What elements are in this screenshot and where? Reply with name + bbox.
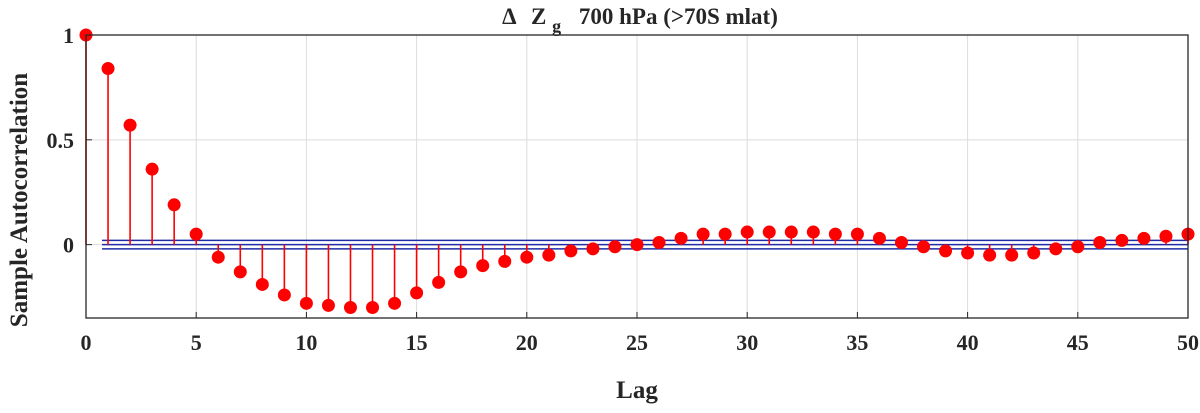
stem-marker bbox=[498, 254, 512, 268]
stem-marker bbox=[1093, 236, 1107, 250]
chart-title: Δ Z g 700 hPa (>70S mlat) bbox=[502, 4, 778, 37]
title-subscript: g bbox=[552, 16, 561, 36]
stem-marker bbox=[630, 238, 644, 252]
stem-marker bbox=[784, 225, 798, 239]
stem-marker bbox=[410, 286, 424, 300]
stem-marker bbox=[233, 265, 247, 279]
y-tick-label: 1 bbox=[63, 23, 74, 48]
title-variable: Z bbox=[531, 4, 546, 29]
x-tick-label: 35 bbox=[846, 330, 868, 355]
x-tick-label: 0 bbox=[81, 330, 92, 355]
stem-marker bbox=[586, 242, 600, 256]
stem-marker bbox=[520, 250, 534, 264]
stem-marker bbox=[299, 296, 313, 310]
y-tick-label: 0.5 bbox=[47, 128, 75, 153]
stem-marker bbox=[476, 259, 490, 273]
x-ticks: 0 5 10 15 20 25 30 35 40 45 50 bbox=[81, 312, 1199, 355]
stem-marker bbox=[343, 301, 357, 315]
stem-marker bbox=[1137, 231, 1151, 245]
y-ticks: 00.51 bbox=[47, 23, 92, 258]
stem-marker bbox=[123, 118, 137, 132]
stem-marker bbox=[961, 246, 975, 260]
title-rest: 700 hPa (>70S mlat) bbox=[579, 4, 778, 29]
stem-marker bbox=[608, 240, 622, 254]
stem-marker bbox=[740, 225, 754, 239]
stem-marker bbox=[564, 244, 578, 258]
y-axis-label: Sample Autocorrelation bbox=[6, 73, 33, 327]
stem-marker bbox=[432, 275, 446, 289]
stem-marker bbox=[718, 227, 732, 241]
x-tick-label: 10 bbox=[295, 330, 317, 355]
stem-marker bbox=[828, 227, 842, 241]
x-tick-label: 50 bbox=[1177, 330, 1199, 355]
x-tick-label: 15 bbox=[406, 330, 428, 355]
stem-marker bbox=[917, 240, 931, 254]
stem-marker bbox=[1071, 240, 1085, 254]
stem-marker bbox=[762, 225, 776, 239]
x-tick-label: 40 bbox=[957, 330, 979, 355]
x-tick-label: 45 bbox=[1067, 330, 1089, 355]
confidence-bounds bbox=[102, 239, 1188, 250]
markers bbox=[79, 28, 1195, 315]
stem-marker bbox=[872, 231, 886, 245]
stem-marker bbox=[983, 248, 997, 262]
stem-marker bbox=[652, 236, 666, 250]
stem-marker bbox=[850, 227, 864, 241]
stem-marker bbox=[1027, 246, 1041, 260]
stem-marker bbox=[1159, 229, 1173, 243]
stem-marker bbox=[1115, 233, 1129, 247]
grid bbox=[85, 34, 1189, 318]
stem-marker bbox=[167, 198, 181, 212]
stem-marker bbox=[1049, 242, 1063, 256]
stem-marker bbox=[211, 250, 225, 264]
stem-marker bbox=[806, 225, 820, 239]
stem-marker bbox=[939, 244, 953, 258]
stem-marker bbox=[101, 62, 115, 76]
x-tick-label: 20 bbox=[516, 330, 538, 355]
x-axis-label: Lag bbox=[616, 377, 658, 404]
stem-marker bbox=[388, 296, 402, 310]
x-tick-label: 5 bbox=[191, 330, 202, 355]
x-tick-label: 25 bbox=[626, 330, 648, 355]
stem-marker bbox=[542, 248, 556, 262]
stem-marker bbox=[189, 227, 203, 241]
title-symbol: Δ bbox=[502, 4, 517, 29]
stem-marker bbox=[145, 162, 159, 176]
stem-marker bbox=[894, 236, 908, 250]
stem-marker bbox=[696, 227, 710, 241]
stem-marker bbox=[321, 298, 335, 312]
stem-marker bbox=[674, 231, 688, 245]
y-tick-label: 0 bbox=[63, 233, 74, 258]
x-tick-label: 30 bbox=[736, 330, 758, 355]
stem-marker bbox=[366, 301, 380, 315]
stem-marker bbox=[255, 277, 269, 291]
stem-marker bbox=[1005, 248, 1019, 262]
stem-marker bbox=[277, 288, 291, 302]
stem-marker bbox=[454, 265, 468, 279]
